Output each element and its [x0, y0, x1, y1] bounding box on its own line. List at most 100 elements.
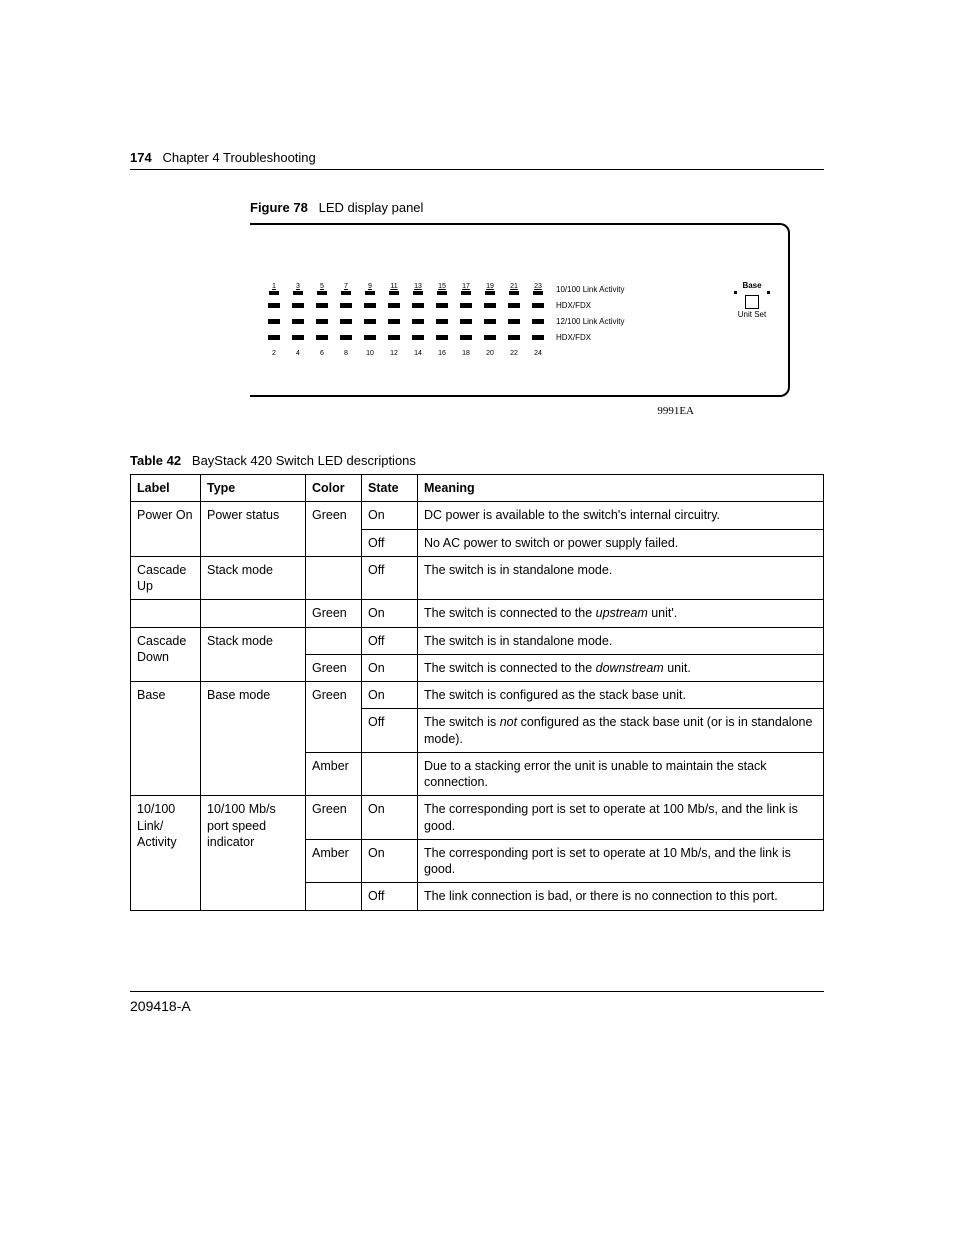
led-panel-diagram: 135791113151719212310/100 Link ActivityH…: [250, 223, 790, 397]
page-number: 174: [130, 150, 152, 165]
port-number: 23: [534, 283, 542, 291]
led-icon: [484, 303, 496, 308]
row-label: HDX/FDX: [556, 333, 591, 342]
table-title: BayStack 420 Switch LED descriptions: [192, 453, 416, 468]
cell-meaning: The switch is connected to the downstrea…: [418, 654, 824, 681]
led-icon: [437, 291, 447, 295]
cell-label: [131, 600, 201, 627]
figure-code: 9991EA: [130, 405, 694, 417]
led-icon: [340, 303, 352, 308]
cell-meaning: Due to a stacking error the unit is unab…: [418, 752, 824, 796]
cell-state: Off: [362, 883, 418, 910]
led-icon: [364, 319, 376, 324]
led-icon: [316, 319, 328, 324]
base-set-label: Set: [754, 310, 766, 319]
cell-state: Off: [362, 556, 418, 600]
led-icon: [533, 291, 543, 295]
led-icon: [340, 335, 352, 340]
row-label: HDX/FDX: [556, 301, 591, 310]
th-color: Color: [306, 475, 362, 502]
th-state: State: [362, 475, 418, 502]
cell-type: Stack mode: [201, 627, 306, 682]
cell-type: Stack mode: [201, 556, 306, 600]
port-number: 8: [344, 350, 348, 358]
port-number: 9: [368, 283, 372, 291]
port-number: 12: [390, 350, 398, 358]
table-row: Power On Power status Green On DC power …: [131, 502, 824, 529]
cell-state: Off: [362, 627, 418, 654]
cell-meaning: The switch is connected to the upstream …: [418, 600, 824, 627]
cell-color: [306, 627, 362, 654]
cell-meaning: The switch is in standalone mode.: [418, 556, 824, 600]
led-icon: [508, 335, 520, 340]
port-number: 21: [510, 283, 518, 291]
cell-label: Cascade Down: [131, 627, 201, 682]
led-icon: [292, 303, 304, 308]
led-icon: [460, 319, 472, 324]
port-number: 10: [366, 350, 374, 358]
led-icon: [388, 335, 400, 340]
cell-color: Green: [306, 682, 362, 753]
figure-caption: Figure 78 LED display panel: [250, 200, 824, 215]
port-number: 6: [320, 350, 324, 358]
page-footer: 209418-A: [130, 991, 824, 1014]
cell-color: Green: [306, 600, 362, 627]
table-row: Green On The switch is connected to the …: [131, 600, 824, 627]
cell-state: On: [362, 600, 418, 627]
led-icon: [268, 303, 280, 308]
cell-state: Off: [362, 709, 418, 753]
th-type: Type: [201, 475, 306, 502]
led-icon: [436, 319, 448, 324]
led-icon: [509, 291, 519, 295]
port-number: 3: [296, 283, 300, 291]
port-number: 15: [438, 283, 446, 291]
base-label: Base: [734, 281, 770, 290]
table-row: Cascade Up Stack mode Off The switch is …: [131, 556, 824, 600]
cell-label: Power On: [131, 502, 201, 557]
table-row: Cascade Down Stack mode Off The switch i…: [131, 627, 824, 654]
led-icon: [293, 291, 303, 295]
base-indicator: Base Unit Set: [734, 281, 770, 361]
led-icon: [436, 335, 448, 340]
cell-state: On: [362, 502, 418, 529]
led-icon: [484, 335, 496, 340]
led-icon: [532, 319, 544, 324]
cell-meaning: No AC power to switch or power supply fa…: [418, 529, 824, 556]
led-icon: [532, 335, 544, 340]
table-row: Base Base mode Green On The switch is co…: [131, 682, 824, 709]
port-number: 17: [462, 283, 470, 291]
cell-color: [306, 556, 362, 600]
led-icon: [364, 303, 376, 308]
port-number: 13: [414, 283, 422, 291]
led-icon: [412, 303, 424, 308]
cell-state: On: [362, 796, 418, 840]
led-icon: [388, 303, 400, 308]
cell-type: Power status: [201, 502, 306, 557]
page-header: 174 Chapter 4 Troubleshooting: [130, 150, 824, 170]
port-number: 19: [486, 283, 494, 291]
cell-color: Amber: [306, 839, 362, 883]
cell-color: Green: [306, 796, 362, 840]
port-number: 2: [272, 350, 276, 358]
port-number: 5: [320, 283, 324, 291]
cell-meaning: The switch is not configured as the stac…: [418, 709, 824, 753]
table-number: Table 42: [130, 453, 181, 468]
cell-color: [306, 883, 362, 910]
led-icon: [412, 319, 424, 324]
led-descriptions-table: Label Type Color State Meaning Power On …: [130, 474, 824, 911]
port-number: 24: [534, 350, 542, 358]
led-icon: [365, 291, 375, 295]
base-box-icon: [745, 295, 759, 309]
cell-meaning: DC power is available to the switch's in…: [418, 502, 824, 529]
led-icon: [268, 319, 280, 324]
led-grid: 135791113151719212310/100 Link ActivityH…: [262, 281, 624, 361]
base-unit-label: Unit: [738, 310, 752, 319]
cell-state: On: [362, 682, 418, 709]
cell-meaning: The corresponding port is set to operate…: [418, 796, 824, 840]
led-icon: [269, 291, 279, 295]
cell-color: Green: [306, 502, 362, 557]
cell-meaning: The corresponding port is set to operate…: [418, 839, 824, 883]
chapter-title: Chapter 4 Troubleshooting: [163, 150, 316, 165]
figure-title: LED display panel: [319, 200, 424, 215]
led-icon: [341, 291, 351, 295]
